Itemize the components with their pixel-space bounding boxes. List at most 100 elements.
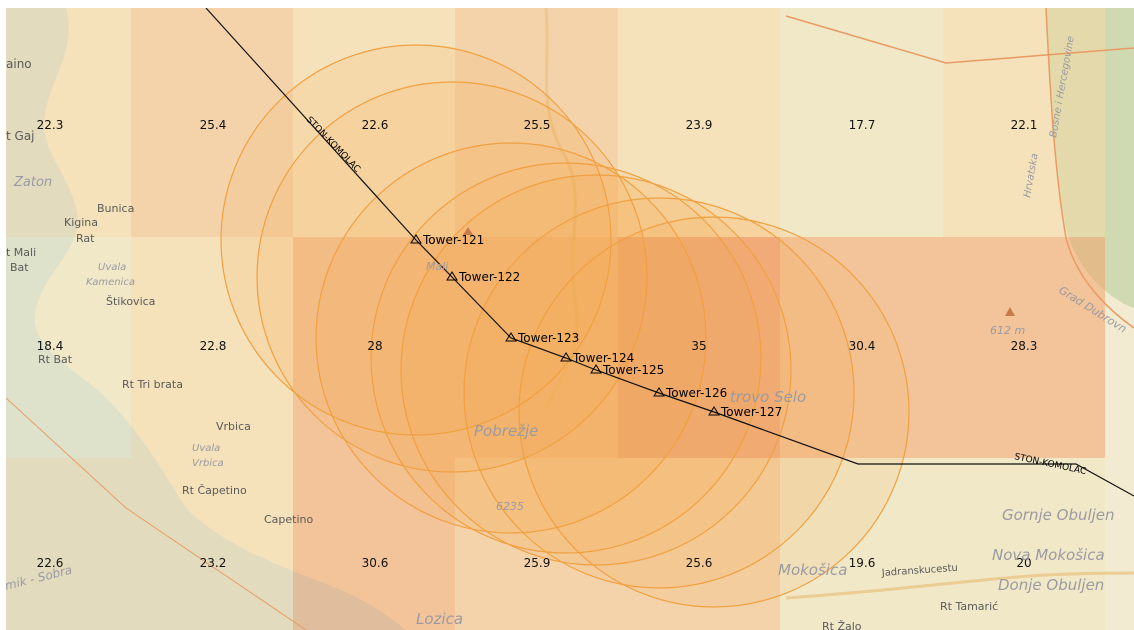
tower-marker[interactable]: Tower-123 — [505, 331, 579, 345]
cell-value: 22.8 — [200, 339, 227, 353]
heat-cell — [455, 8, 618, 237]
place-label: Zaton — [13, 175, 52, 190]
cell-values: 22.3 25.4 22.6 25.5 23.9 17.7 22.1 18.4 22.8 28 35… — [37, 118, 1038, 570]
place-label: Lozica — [416, 610, 463, 628]
tower-marker[interactable]: Tower-121 — [410, 233, 484, 247]
heat-cell — [131, 237, 293, 458]
road — [544, 8, 579, 409]
place-label: Kamenica — [86, 277, 135, 288]
cell-value: 35 — [691, 339, 706, 353]
tower-marker[interactable]: Tower-126 — [653, 386, 727, 400]
tower-icon[interactable] — [505, 332, 517, 342]
cell-value: 22.1 — [1011, 118, 1038, 132]
heat-cell — [618, 237, 780, 458]
heat-cell — [6, 237, 131, 458]
heat-cell — [943, 458, 1105, 630]
place-label: Štikovica — [106, 295, 155, 308]
tower-marker[interactable]: Tower-122 — [446, 270, 520, 284]
cell-value: 19.6 — [849, 556, 876, 570]
place-label: Uvala — [98, 262, 126, 273]
heat-cell — [780, 237, 943, 458]
heat-cell — [6, 8, 131, 237]
place-label: Rt Čapetino — [182, 484, 247, 497]
heat-cell — [618, 458, 780, 630]
place-label: Uvala — [192, 443, 220, 454]
place-label: Donje Obuljen — [998, 576, 1104, 594]
cell-value: 22.3 — [37, 118, 64, 132]
place-label: trovo Selo — [730, 388, 806, 406]
road — [785, 571, 1134, 600]
place-label: Bat — [10, 261, 29, 274]
cell-value: 18.4 — [37, 339, 64, 353]
heat-cell — [131, 458, 293, 630]
cell-value: 23.9 — [686, 118, 713, 132]
place-label: Mokošica — [778, 561, 847, 579]
peak-icon — [1005, 307, 1015, 316]
cell-value: 28 — [367, 339, 382, 353]
towers-layer: Tower-121Tower-122Tower-123Tower-124Towe… — [410, 233, 782, 419]
heat-cell — [780, 458, 943, 630]
cell-value: 28.3 — [1011, 339, 1038, 353]
cell-value: 25.6 — [686, 556, 713, 570]
heat-cell — [943, 237, 1105, 458]
tower-icon[interactable] — [560, 352, 572, 362]
cell-value: 23.2 — [200, 556, 227, 570]
tower-marker[interactable]: Tower-127 — [708, 405, 782, 419]
tower-label: Tower-125 — [602, 363, 664, 377]
place-label: Rt Tri brata — [122, 378, 183, 391]
heat-cell — [943, 8, 1105, 237]
tower-label: Tower-121 — [422, 233, 484, 247]
place-label: Kigina — [64, 216, 98, 229]
place-label: aino — [6, 57, 32, 71]
tower-marker[interactable]: Tower-125 — [590, 363, 664, 377]
tower-label: Tower-126 — [665, 386, 727, 400]
place-label: Rt Tamarić — [940, 600, 998, 613]
place-label: Rt Bat — [38, 353, 73, 366]
tower-label: Tower-127 — [720, 405, 782, 419]
place-label: Mali — [426, 260, 448, 273]
peak-label: 612 m — [990, 324, 1025, 337]
place-label: t Mali — [6, 246, 36, 259]
road-label: Jadranskucestu — [880, 563, 958, 579]
place-label: Vrbica — [216, 420, 251, 433]
heat-grid — [6, 8, 1105, 630]
power-line[interactable] — [205, 8, 1134, 497]
cell-value: 20 — [1016, 556, 1031, 570]
heat-cell — [6, 458, 131, 630]
tower-marker[interactable]: Tower-124 — [560, 351, 634, 365]
cell-value: 25.5 — [524, 118, 551, 132]
place-labels: aino t Gaj Zaton Bunica Kigina Rat t Mal… — [6, 35, 1129, 630]
map-viewport[interactable]: STON-KOMOLAC STON-KOMOLAC Tower-121 Tower… — [6, 8, 1134, 630]
tower-label: Tower-122 — [458, 270, 520, 284]
heat-cell — [780, 8, 943, 237]
place-label: Rt Žalo — [822, 620, 862, 630]
place-label: t Gaj — [6, 129, 35, 143]
cell-value: 17.7 — [849, 118, 876, 132]
heat-cell — [293, 458, 455, 630]
tower-icon[interactable] — [708, 406, 720, 416]
road-label: 6235 — [496, 500, 524, 513]
heat-cell — [131, 8, 293, 237]
cell-value: 30.4 — [849, 339, 876, 353]
cell-value: 25.4 — [200, 118, 227, 132]
place-label: Rat — [76, 232, 95, 245]
place-label: Bunica — [97, 202, 134, 215]
tower-icon[interactable] — [590, 364, 602, 374]
place-label: Vrbica — [192, 458, 224, 469]
place-label: Gornje Obuljen — [1002, 506, 1115, 524]
country-border — [785, 8, 1134, 329]
tower-label: Tower-123 — [517, 331, 579, 345]
cell-value: 25.9 — [524, 556, 551, 570]
tower-label: Tower-124 — [572, 351, 634, 365]
place-label: Nova Mokošica — [992, 546, 1105, 564]
tower-icon[interactable] — [653, 387, 665, 397]
cell-value: 22.6 — [37, 556, 64, 570]
tower-icon[interactable] — [410, 234, 422, 244]
place-label: Pobrežje — [474, 422, 538, 440]
tower-icon[interactable] — [446, 271, 458, 281]
cell-value: 22.6 — [362, 118, 389, 132]
peak-icon — [463, 227, 473, 235]
cell-value: 30.6 — [362, 556, 389, 570]
boundary-line — [6, 397, 307, 630]
map-canvas[interactable]: STON-KOMOLAC STON-KOMOLAC Tower-121Tower… — [6, 8, 1134, 630]
